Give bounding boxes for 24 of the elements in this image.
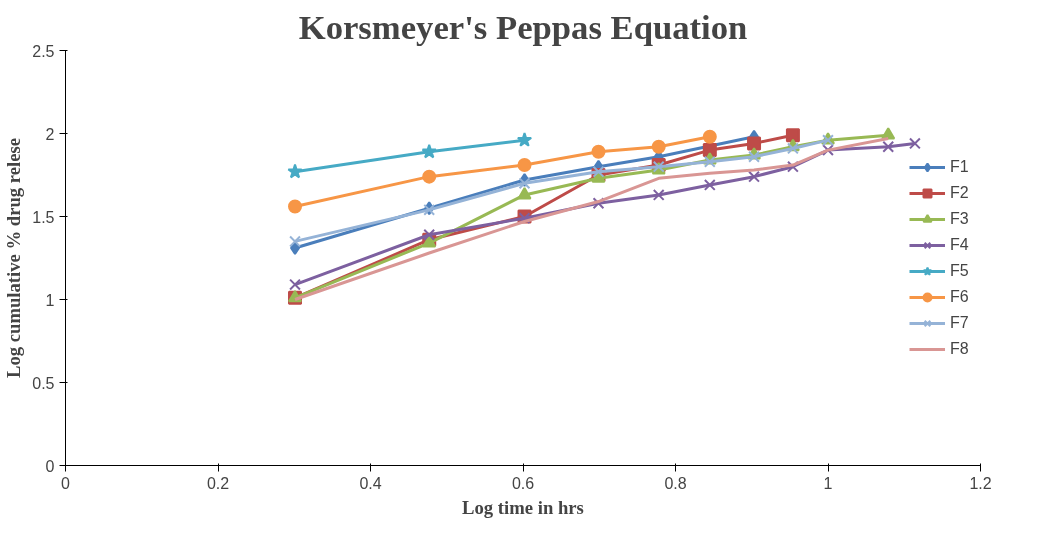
y-tick-label: 2 (45, 125, 55, 143)
legend-label: F4 (950, 235, 970, 254)
x-tick-label: 0.6 (511, 474, 535, 492)
x-axis-title: Log time in hrs (462, 496, 584, 518)
x-tick-label: 0.2 (206, 474, 230, 492)
x-tick-label: 0.4 (359, 474, 382, 492)
legend-label: F3 (950, 209, 970, 228)
x-tick-label: 1 (823, 474, 833, 492)
x-tick-label: 0.8 (664, 474, 687, 492)
y-tick-label: 1 (45, 291, 55, 309)
legend-label: F7 (950, 313, 970, 332)
x-tick-label: 0 (61, 474, 71, 492)
y-tick-label: 0.5 (32, 374, 55, 392)
x-tick-label: 1.2 (969, 474, 992, 492)
y-tick-label: 0 (45, 457, 55, 475)
y-tick-label: 2.5 (32, 42, 55, 60)
legend-label: F5 (950, 261, 970, 280)
legend-label: F1 (950, 157, 970, 176)
legend-label: F6 (950, 287, 970, 306)
y-tick-label: 1.5 (32, 208, 55, 226)
legend-label: F2 (950, 183, 970, 202)
y-axis-title: Log cumulative % drug relese (3, 137, 25, 379)
legend-label: F8 (950, 339, 970, 358)
chart-title: Korsmeyer's Peppas Equation (298, 7, 748, 46)
